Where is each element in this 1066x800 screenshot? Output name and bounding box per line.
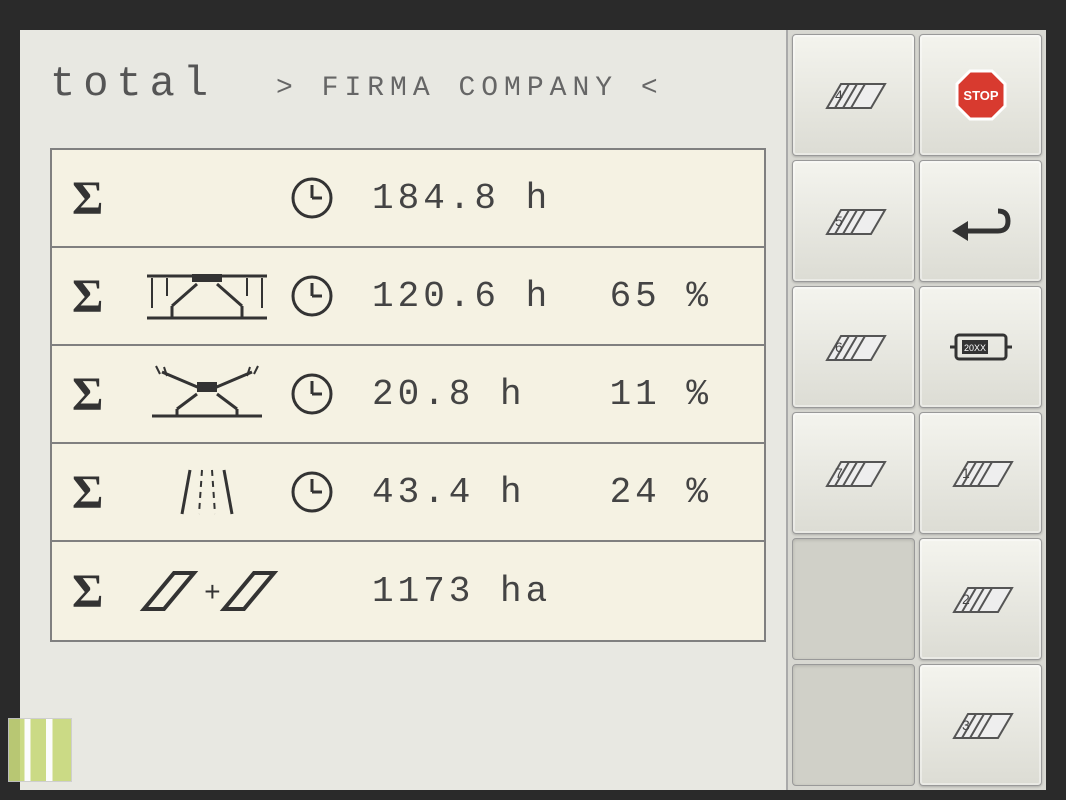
main-panel: total > FIRMA COMPANY < Σ 184.8 h Σ — [20, 30, 786, 790]
sigma-icon: Σ — [72, 269, 132, 324]
boundary-hours-value: 20.8 h — [342, 374, 572, 415]
empty-slot — [792, 538, 915, 660]
page-4-button[interactable]: 4 — [792, 34, 915, 156]
svg-text:3: 3 — [962, 717, 970, 733]
table-row: Σ — [52, 346, 764, 444]
empty-slot — [792, 664, 915, 786]
side-panel: 4 STOP 5 6 20XX 7 1 2 3 — [786, 30, 1046, 790]
clock-icon — [282, 470, 342, 514]
sigma-icon: Σ — [72, 564, 132, 619]
headland-percent-value: 24 % — [572, 472, 712, 513]
page-1-button[interactable]: 1 — [919, 412, 1042, 534]
sigma-icon: Σ — [72, 465, 132, 520]
svg-text:2: 2 — [962, 591, 970, 607]
screen: total > FIRMA COMPANY < Σ 184.8 h Σ — [20, 30, 1046, 790]
header: total > FIRMA COMPANY < — [50, 60, 766, 108]
table-row: Σ 184.8 h — [52, 150, 764, 248]
spread-percent-value: 65 % — [572, 276, 712, 317]
page-6-button[interactable]: 6 — [792, 286, 915, 408]
boundary-mode-icon — [132, 364, 282, 424]
boundary-percent-value: 11 % — [572, 374, 712, 415]
table-row: Σ 43.4 h 24 % — [52, 444, 764, 542]
totals-table: Σ 184.8 h Σ — [50, 148, 766, 642]
headland-hours-value: 43.4 h — [342, 472, 572, 513]
clock-icon — [282, 372, 342, 416]
clock-icon — [282, 176, 342, 220]
svg-text:1: 1 — [962, 465, 970, 481]
sigma-icon: Σ — [72, 367, 132, 422]
company-label: > FIRMA COMPANY < — [276, 73, 664, 104]
page-3-button[interactable]: 3 — [919, 664, 1042, 786]
sigma-icon: Σ — [72, 171, 132, 226]
page-2-button[interactable]: 2 — [919, 538, 1042, 660]
spread-mode-icon — [132, 266, 282, 326]
svg-text:STOP: STOP — [963, 88, 998, 103]
headland-mode-icon — [132, 462, 282, 522]
counter-button[interactable]: 20XX — [919, 286, 1042, 408]
area-value: 1173 ha — [342, 571, 572, 612]
svg-text:7: 7 — [835, 465, 843, 481]
area-mode-icon: + — [132, 561, 282, 621]
svg-text:4: 4 — [835, 87, 843, 103]
total-hours-value: 184.8 h — [342, 178, 572, 219]
page-5-button[interactable]: 5 — [792, 160, 915, 282]
svg-text:20XX: 20XX — [963, 343, 985, 353]
back-button[interactable] — [919, 160, 1042, 282]
clock-icon — [282, 274, 342, 318]
table-row: Σ + 1173 ha — [52, 542, 764, 640]
spread-hours-value: 120.6 h — [342, 276, 572, 317]
svg-text:5: 5 — [835, 213, 843, 229]
table-row: Σ — [52, 248, 764, 346]
page-title: total — [50, 60, 216, 108]
svg-text:6: 6 — [835, 339, 843, 355]
stop-button[interactable]: STOP — [919, 34, 1042, 156]
svg-text:+: + — [204, 579, 221, 610]
watermark-logo — [8, 718, 72, 782]
page-7-button[interactable]: 7 — [792, 412, 915, 534]
